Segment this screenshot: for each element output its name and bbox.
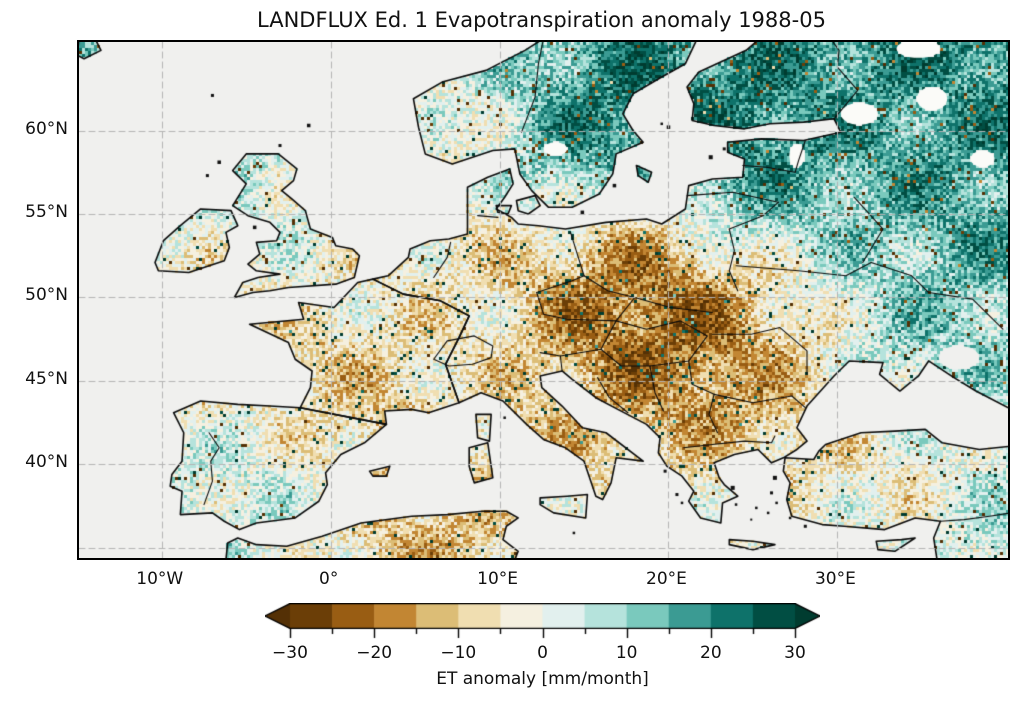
colorbar-tick-label: 10 [615,643,638,663]
x-tick-label: 10°E [477,569,519,589]
y-tick-label: 60°N [25,118,68,139]
x-tick-label: 30°E [814,569,856,589]
y-tick-label: 45°N [25,368,68,389]
map-plot [77,40,1010,560]
colorbar-tick-label: 20 [700,643,722,663]
colorbar-tick-label: −30 [272,643,308,663]
colorbar-tick-label: 0 [537,643,548,663]
colorbar-tick-label: 30 [784,643,806,663]
colorbar: −30 −20 −10 0 10 20 30 ET anomaly [mm/month] [265,603,820,699]
figure-title: LANDFLUX Ed. 1 Evapotranspiration anomal… [257,8,826,32]
y-tick-label: 55°N [25,202,68,222]
colorbar-tick-label: −20 [356,643,393,663]
y-tick-label: 40°N [25,452,68,473]
map-canvas [79,42,1008,558]
colorbar-label: ET anomaly [mm/month] [436,669,649,689]
x-tick-label: 20°E [646,569,687,589]
x-tick-label: 0° [319,569,339,589]
x-tick-label: 10°W [136,569,184,589]
colorbar-canvas [265,603,820,641]
y-tick-label: 50°N [25,285,68,306]
colorbar-tick-label: −10 [440,643,477,663]
